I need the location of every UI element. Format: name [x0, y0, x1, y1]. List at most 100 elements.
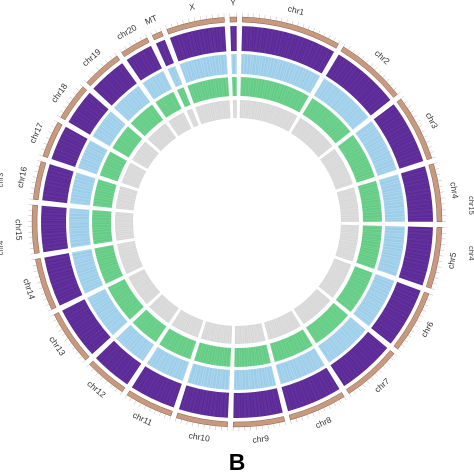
chromosome-label: chr8	[314, 414, 333, 430]
ring-2-texture	[356, 122, 396, 175]
ring-4-mt	[186, 108, 199, 128]
ring-4-texture	[321, 150, 353, 189]
ring-4-texture	[115, 212, 134, 240]
ring-3-chr16	[92, 179, 117, 209]
ring-3-chr10	[194, 342, 232, 367]
ring-3-chr18	[112, 126, 143, 158]
scale-tick	[438, 260, 443, 263]
ring-2-chr16	[70, 172, 96, 206]
ring-2-texture	[319, 318, 365, 362]
scale-tick	[379, 369, 383, 373]
ring-2-texture	[378, 227, 405, 275]
ring-3-texture	[95, 246, 123, 283]
ring-1-texture	[283, 369, 338, 411]
chromosome-label: chr19	[80, 46, 103, 68]
ring-3-texture	[100, 153, 126, 181]
ring-2-chr15	[69, 208, 91, 248]
scale-tick	[203, 424, 205, 429]
ring-3-chr5	[356, 225, 382, 269]
scale-tick	[286, 19, 288, 24]
ring-2-chr7	[317, 317, 366, 363]
scale-tick	[413, 115, 417, 118]
scale-tick	[317, 410, 320, 414]
ring-1-chr7	[330, 331, 388, 387]
scale-tick	[159, 27, 162, 32]
chromosome-chr11: chr11	[124, 309, 204, 428]
scale-tick	[51, 125, 56, 128]
ring-2-texture	[117, 325, 153, 361]
ring-1-texture	[129, 47, 161, 80]
ring-2-chr11	[146, 346, 190, 382]
ring-4-texture	[116, 187, 137, 210]
scale-tick	[401, 344, 405, 348]
ring-3-chr13	[107, 278, 144, 320]
ring-4-chr14	[117, 240, 143, 275]
scale-tick	[437, 179, 442, 181]
scale-tick	[63, 105, 67, 109]
chromosome-label: chr4	[448, 181, 460, 199]
scale-tick	[284, 421, 286, 426]
scale-tick	[318, 30, 321, 34]
scale-tick	[64, 338, 69, 341]
ideogram-chr5	[425, 227, 443, 289]
scale-tick	[410, 110, 414, 113]
scale-tick	[290, 419, 292, 424]
ring-1-texture	[45, 255, 82, 305]
chromosome-chr1: chr1	[239, 3, 341, 132]
scale-tick	[43, 298, 47, 301]
scale-tick	[182, 20, 184, 25]
scale-tick	[307, 25, 310, 30]
ring-4-chr5	[335, 224, 359, 262]
chromosome-label: chr6	[419, 319, 436, 339]
scale-tick	[307, 414, 309, 419]
scale-tick	[361, 56, 365, 60]
scale-tick	[119, 49, 122, 53]
panel-label: B	[229, 449, 246, 474]
ring-1-texture	[69, 94, 108, 133]
ring-4-texture	[336, 225, 359, 261]
ring-1-texture	[42, 166, 73, 202]
ring-4-texture	[265, 311, 300, 339]
ring-2-texture	[379, 175, 405, 221]
scale-tick	[421, 130, 425, 133]
scale-tick	[440, 249, 445, 251]
ring-2-texture	[148, 348, 188, 380]
chromosome-y: Y	[229, 0, 237, 119]
scale-tick	[45, 303, 50, 306]
scale-tick	[353, 390, 357, 394]
scale-tick	[394, 353, 398, 357]
scale-tick	[301, 416, 304, 421]
scale-tick	[165, 25, 167, 30]
ring-1-texture	[372, 283, 420, 342]
scale-tick	[69, 96, 73, 100]
chromosome-label: chr10	[188, 430, 211, 444]
scale-tick	[438, 185, 443, 187]
scale-tick	[96, 67, 100, 71]
chromosome-chr7: chr7	[293, 288, 398, 398]
ring-3-texture	[307, 303, 348, 343]
scale-tick	[436, 173, 441, 176]
scale-tick	[72, 92, 77, 96]
scale-tick	[176, 21, 179, 26]
ring-1-chr12	[95, 340, 142, 385]
ring-4-texture	[337, 188, 359, 222]
ring-3-y	[231, 77, 237, 97]
chromosome-label: chr7	[372, 376, 391, 395]
ideogram-chr12	[89, 360, 126, 393]
scale-tick	[129, 42, 132, 47]
scale-tick	[143, 405, 147, 410]
scale-tick	[397, 349, 402, 352]
scale-tick	[134, 39, 137, 44]
scale-tick	[194, 17, 196, 22]
scale-tick	[29, 193, 34, 195]
scale-tick	[418, 125, 423, 128]
scale-tick	[40, 293, 45, 295]
ideogram-chr6	[393, 291, 430, 350]
scale-tick	[32, 264, 37, 267]
ring-3-chr14	[94, 244, 124, 284]
scale-tick	[87, 75, 91, 79]
scale-tick	[66, 101, 70, 104]
scale-tick	[366, 380, 370, 384]
scale-tick	[95, 372, 99, 376]
scale-tick	[273, 423, 275, 428]
